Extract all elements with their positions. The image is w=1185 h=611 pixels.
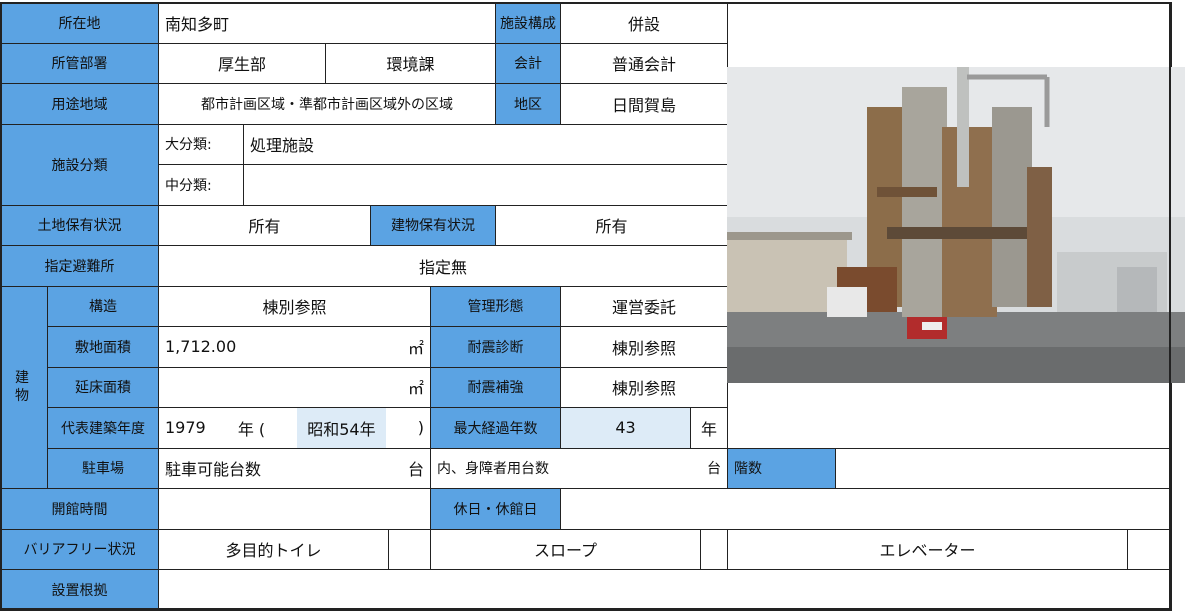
label: 施設分類 — [0, 123, 159, 206]
check — [1127, 528, 1172, 570]
text: ) — [417, 418, 424, 438]
label: 管理形態 — [430, 285, 561, 327]
value: エレベーター — [727, 528, 1128, 570]
value — [243, 164, 728, 206]
text: 台 — [707, 461, 721, 478]
sub-label: 大分類: — [158, 123, 244, 165]
label: 設置根拠 — [0, 569, 159, 611]
facility-photo — [727, 67, 1185, 383]
value: 運営委託 — [560, 285, 728, 327]
value: 棟別参照 — [560, 326, 728, 368]
check — [388, 528, 431, 570]
group-label: 建物 — [0, 285, 48, 489]
value: 南知多町 — [158, 2, 496, 44]
text: 1,712.00 — [165, 337, 237, 357]
label: 代表建築年度 — [47, 407, 159, 449]
label: 指定避難所 — [0, 245, 159, 287]
label: 用途地域 — [0, 83, 159, 125]
text: 駐車可能台数 — [165, 460, 262, 480]
text: ㎡ — [407, 338, 424, 358]
check — [700, 528, 728, 570]
sub-label: 中分類: — [158, 164, 244, 206]
value: 43 — [560, 407, 691, 449]
value: 1,712.00 ㎡ — [158, 326, 431, 368]
text: 台 — [407, 460, 424, 480]
label: 構造 — [47, 285, 159, 327]
value: 所有 — [158, 204, 371, 246]
label: 所管部署 — [0, 42, 159, 84]
label: 耐震診断 — [430, 326, 561, 368]
value: 環境課 — [325, 42, 496, 84]
value: 日間賀島 — [560, 83, 728, 125]
label: 階数 — [727, 447, 836, 489]
label: 開館時間 — [0, 488, 159, 530]
value: 棟別参照 — [158, 285, 431, 327]
label: 施設構成 — [495, 2, 561, 44]
label: 土地保有状況 — [0, 204, 159, 246]
label: 所在地 — [0, 2, 159, 44]
value: 都市計画区域・準都市計画区域外の区域 — [158, 83, 496, 125]
value — [158, 569, 1172, 611]
unit: 年 — [690, 407, 728, 449]
value — [560, 488, 1172, 530]
value: 多目的トイレ — [158, 528, 389, 570]
value: 併設 — [560, 2, 728, 44]
label: 耐震補強 — [430, 366, 561, 408]
label: 駐車場 — [47, 447, 159, 489]
text: 内、身障者用台数 — [437, 461, 549, 478]
label: 休日・休館日 — [430, 488, 561, 530]
label: バリアフリー状況 — [0, 528, 159, 570]
label: 延床面積 — [47, 366, 159, 408]
label: 地区 — [495, 83, 561, 125]
value: 厚生部 — [158, 42, 326, 84]
value: 内、身障者用台数 台 — [430, 447, 728, 489]
value: 普通会計 — [560, 42, 728, 84]
text: 昭和54年 — [297, 407, 386, 448]
value: 駐車可能台数 台 — [158, 447, 431, 489]
text: 1979 — [165, 418, 206, 438]
value — [158, 488, 431, 530]
value: 棟別参照 — [560, 366, 728, 408]
value: ㎡ — [158, 366, 431, 408]
value: 処理施設 — [243, 123, 728, 165]
value: 1979 年 ( 昭和54年) — [158, 407, 431, 449]
value — [835, 447, 1172, 489]
label: 敷地面積 — [47, 326, 159, 368]
text: ㎡ — [407, 379, 424, 399]
value: 所有 — [495, 204, 728, 246]
value: 指定無 — [158, 245, 728, 287]
label: 会計 — [495, 42, 561, 84]
label: 最大経過年数 — [430, 407, 561, 449]
text: 年 ( — [237, 419, 266, 439]
label: 建物保有状況 — [370, 204, 496, 246]
value: スロープ — [430, 528, 701, 570]
